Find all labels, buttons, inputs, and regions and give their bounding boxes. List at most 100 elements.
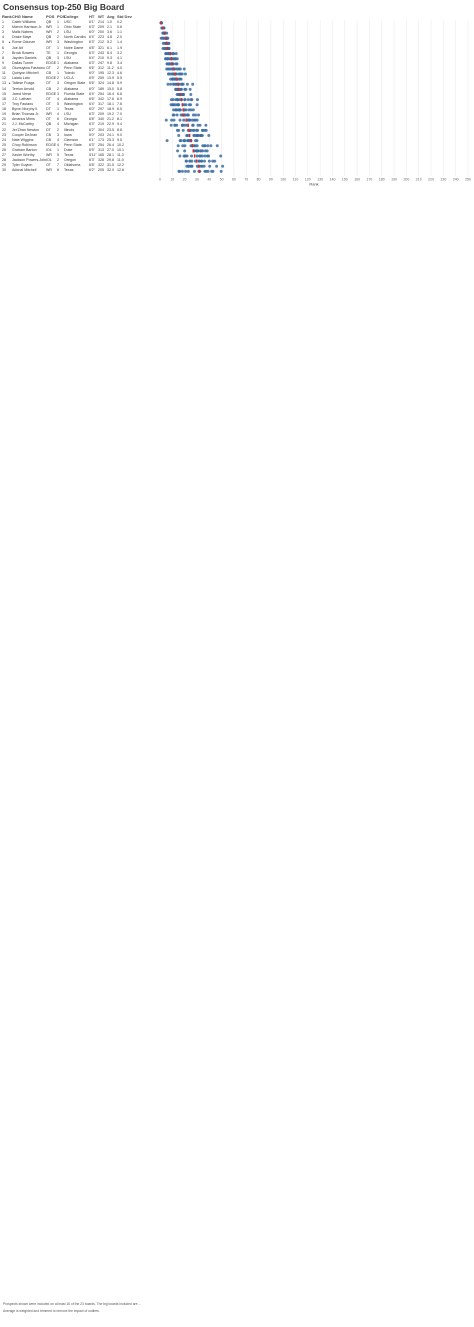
table-row[interactable]: 2 Marvin Harrison Jr. WR 1 Ohio State 6'3" 209… <box>0 25 158 30</box>
average-marker <box>174 72 176 76</box>
rank-cell: 9 <box>2 60 4 65</box>
board-rank-dot <box>171 52 175 56</box>
board-rank-dot <box>166 82 170 86</box>
position-rank-cell: 6 <box>57 168 59 173</box>
board-rank-dot <box>185 139 189 143</box>
table-row[interactable]: 11 Quinyon Mitchell CB 1 Toledo 6'0" 195 12.3 4.… <box>0 71 158 76</box>
board-rank-dot <box>161 36 165 40</box>
header-college[interactable]: College <box>64 14 79 19</box>
college-cell: Penn State <box>64 142 82 147</box>
table-row[interactable]: 18 Byron Murphy II DT 1 Texas 6'0" 297 18.9 6.5 <box>0 107 158 112</box>
rank-cell: 8 <box>2 55 4 60</box>
std-dev-cell: 1.9 <box>117 45 122 50</box>
table-row[interactable]: 30 Adonai Mitchell WR 6 Texas 6'2" 205 32.0 12.6 <box>0 168 158 173</box>
table-row[interactable]: 21 J.J. McCarthy QB 4 Michigan 6'3" 219 22.9 9.4 <box>0 122 158 127</box>
x-tick-label: 140 <box>330 178 336 182</box>
board-rank-dot <box>174 108 178 112</box>
table-row[interactable]: 1 Caleb Williams QB 1 USC 6'1" 214 1.0 0.2 <box>0 20 158 25</box>
height-cell: 6'6" <box>89 81 95 86</box>
header-name[interactable]: Name <box>22 14 33 19</box>
board-rank-dot <box>171 98 175 102</box>
header-pos-rank[interactable]: POS <box>57 14 66 19</box>
std-dev-cell: 6.6 <box>117 91 122 96</box>
height-cell: 6'2" <box>89 168 95 173</box>
board-rank-dot <box>196 123 200 127</box>
table-row[interactable]: 28 Jackson Powers-JohnsonIOL 2 Oregon 6'3"32… <box>0 158 158 163</box>
header-chg[interactable]: CHG <box>12 14 21 19</box>
name-cell: Dallas Turner <box>12 60 34 65</box>
board-rank-dot <box>171 77 175 81</box>
position-cell: CB <box>46 86 51 91</box>
board-rank-dot <box>172 108 176 112</box>
table-row[interactable]: 12 Laiatu Latu EDGE 2 UCLA 6'5" 259 13.9 5.5 <box>0 76 158 81</box>
header-rank[interactable]: Rank <box>2 14 12 19</box>
header-ht[interactable]: HT <box>89 14 95 19</box>
average-marker <box>179 92 181 97</box>
position-cell: QB <box>46 122 52 127</box>
table-row[interactable]: 25 Chop Robinson EDGE 4 Penn State 6'3" 254 26.… <box>0 143 158 148</box>
average-marker <box>166 46 169 51</box>
table-row[interactable]: 8 Jayden Daniels QB 3 LSU 6'4" 210 9.3 4.1 <box>0 56 158 61</box>
position-cell: DT <box>46 107 51 112</box>
avg-cell: 3.6 <box>107 30 112 35</box>
table-row[interactable]: 15 Jared Verse EDGE 3 Florida State 6'4" 254 16… <box>0 92 158 97</box>
table-row[interactable]: 16 J.C. Latham OT 4 Alabama 6'6" 342 17.6 6.9 <box>0 97 158 102</box>
table-row[interactable]: 3 Malik Nabers WR 2 LSU 6'0" 200 3.6 1.1 <box>0 30 158 35</box>
rank-cell: 22 <box>2 127 6 132</box>
weight-cell: 259 <box>98 76 104 81</box>
avg-cell: 2.1 <box>107 25 112 30</box>
table-row[interactable]: 4 Drake Maye QB 2 North Carolina 6'4" 223 4.8 2.… <box>0 35 158 40</box>
board-rank-dot <box>183 154 187 158</box>
footnote-average: Average is weighted and trimmed to remov… <box>3 1309 100 1313</box>
board-rank-dot <box>165 62 169 66</box>
height-cell: 6'0" <box>89 107 95 112</box>
table-row[interactable]: 24 Nate Wiggins CB 4 Clemson 6'1" 173 25.3 9.5 <box>0 138 158 143</box>
average-marker <box>185 118 187 122</box>
board-rank-dot <box>184 169 188 173</box>
name-cell: Jer'Zhan Newton <box>12 127 40 132</box>
board-rank-dot <box>195 134 199 137</box>
board-rank-dot <box>167 52 171 56</box>
college-cell: Alabama <box>64 60 79 65</box>
avg-cell: 23.5 <box>107 127 114 132</box>
header-pos[interactable]: POS <box>46 14 55 19</box>
header-std-dev[interactable]: Std Dev <box>117 14 132 19</box>
table-row[interactable]: 10 Olumuyiwa Fashanu OT 2 Penn State 6'6" 312 1… <box>0 66 158 71</box>
x-tick-label: 160 <box>354 178 360 182</box>
table-row[interactable]: 29 Tyler Guyton OT 7 Oklahoma 6'8" 322 31.5 12.2 <box>0 163 158 168</box>
rank-cell: 18 <box>2 107 6 112</box>
height-cell: 6'6" <box>89 66 95 71</box>
table-row[interactable]: 7 Brock Bowers TE 1 Georgia 6'3" 243 8.4 3.2 <box>0 51 158 56</box>
table-row[interactable]: 17 Troy Fautanu OT 5 Washington 6'4" 317 18.1 7.… <box>0 102 158 107</box>
college-cell: Oregon State <box>64 81 86 86</box>
avg-cell: 1.0 <box>107 20 112 24</box>
table-row[interactable]: 22 Jer'Zhan Newton DT 2 Illinois 6'2" 304 23.5 8… <box>0 128 158 133</box>
position-cell: EDGE <box>46 91 56 96</box>
height-cell: 6'3" <box>89 112 95 117</box>
position-cell: EDGE <box>46 142 56 147</box>
table-row[interactable]: 20 Amarius Mims OT 6 Georgia 6'8" 340 21.2 8.1 <box>0 117 158 122</box>
board-rank-dot <box>199 149 203 153</box>
table-row[interactable]: 19 Brian Thomas Jr. WR 4 LSU 6'3" 209 19.2 7.0 <box>0 112 158 117</box>
board-rank-dot <box>179 77 183 81</box>
board-rank-dot <box>181 144 185 148</box>
table-row[interactable]: 23 Cooper DeJean CB 3 Iowa 6'0" 203 24.1 9.0 <box>0 133 158 138</box>
table-row[interactable]: 9 Dallas Turner EDGE 1 Alabama 6'3" 247 9.8 3.4 <box>0 61 158 66</box>
table-row[interactable]: 14 Terrion Arnold CB 2 Alabama 6'0" 189 15.0 5.8 <box>0 87 158 92</box>
table-row[interactable]: 6 Joe Alt OT 1 Notre Dame 6'8" 321 6.1 1.9 <box>0 46 158 51</box>
average-marker <box>182 108 184 112</box>
table-row[interactable]: 13 ▲ Taliese Fuaga OT 3 Oregon State 6'6" 324 14… <box>0 81 158 86</box>
table-row[interactable]: 27 Xavier Worthy WR 5 Texas 5'11" 165 28.1 11.3 <box>0 153 158 158</box>
board-rank-dot <box>195 154 199 158</box>
avg-cell: 25.3 <box>107 137 114 142</box>
board-rank-dot <box>174 57 178 61</box>
header-wt[interactable]: WT <box>98 14 105 19</box>
table-row[interactable]: 26 Graham Barton IOL 1 Duke 6'5" 313 27.0 10.1 <box>0 148 158 153</box>
board-rank-dot <box>177 134 181 137</box>
rank-cell: 11 <box>2 71 6 76</box>
average-marker <box>177 82 179 86</box>
header-avg[interactable]: Avg <box>107 14 115 19</box>
height-cell: 6'4" <box>89 101 95 106</box>
table-row[interactable]: 5 ▲ Rome Odunze WR 3 Washington 6'3" 212 5.2 1.4 <box>0 40 158 45</box>
x-tick-label: 120 <box>305 178 311 182</box>
